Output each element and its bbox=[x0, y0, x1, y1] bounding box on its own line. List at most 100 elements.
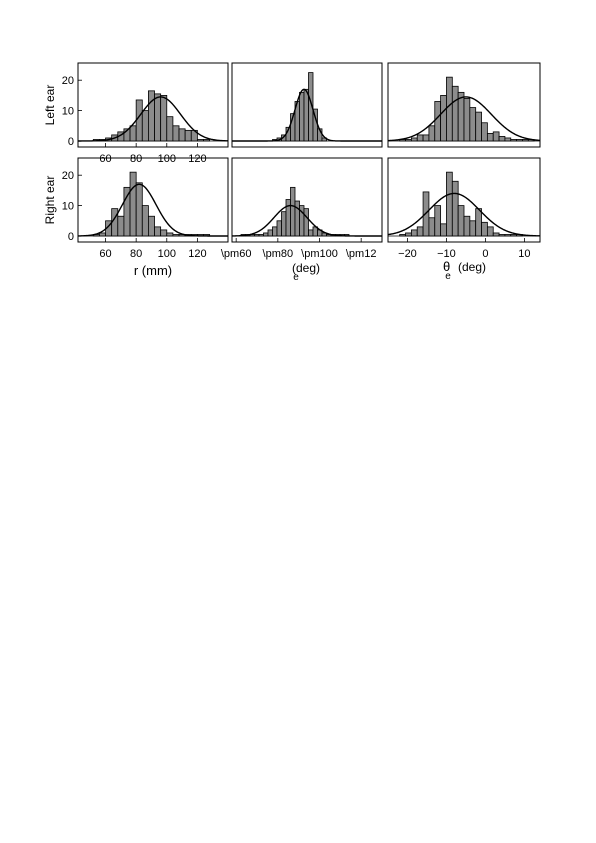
histogram-bar bbox=[148, 215, 155, 237]
histogram-bar bbox=[434, 205, 442, 237]
histogram-bar bbox=[504, 234, 512, 237]
y-tick-label: 0 bbox=[68, 231, 74, 243]
row-label-left-ear: Left ear bbox=[43, 85, 57, 126]
histogram-bar bbox=[440, 223, 447, 237]
histogram-bar bbox=[428, 217, 436, 237]
x-tick-label: \pm60 bbox=[221, 248, 252, 260]
histogram-bar bbox=[510, 234, 518, 237]
histogram-bar bbox=[498, 136, 506, 142]
histogram-bar bbox=[141, 110, 149, 142]
panel-frame bbox=[77, 157, 229, 243]
fit-curve bbox=[232, 88, 382, 142]
histogram-bar bbox=[416, 134, 424, 142]
histogram-bar bbox=[475, 208, 482, 237]
histogram-bar bbox=[117, 215, 125, 237]
histogram-bar bbox=[160, 95, 168, 142]
panel-right-ear-theta: −20 −10 0 10 bbox=[387, 157, 541, 260]
panel-frame bbox=[231, 157, 383, 243]
histogram-bar bbox=[290, 186, 296, 237]
histogram-bar bbox=[148, 90, 155, 142]
panel-left-ear-r: 0 10 20 60 80 100 120 bbox=[62, 62, 229, 165]
histogram-bar bbox=[451, 180, 459, 237]
histogram-bar bbox=[203, 139, 211, 142]
x-tick-label: 120 bbox=[188, 248, 206, 260]
panel-frame bbox=[387, 62, 541, 148]
histogram-bar bbox=[481, 122, 488, 142]
histogram-bar bbox=[272, 226, 278, 237]
x-axis-label-theta-symbol: θ bbox=[443, 259, 450, 274]
histogram-bar bbox=[451, 85, 459, 142]
x-tick-label: 80 bbox=[130, 153, 142, 165]
histogram-bar bbox=[123, 186, 131, 237]
x-axis-label-phi-unit: (deg) bbox=[292, 261, 320, 275]
histogram-bar bbox=[492, 131, 500, 142]
histogram-bar bbox=[263, 232, 269, 237]
histogram-bar bbox=[129, 171, 137, 237]
histogram-bar bbox=[184, 129, 192, 142]
histogram-bar bbox=[258, 234, 264, 237]
panel-right-ear-phi: \pm60 \pm80 \pm100 \pm12 bbox=[221, 157, 383, 260]
histogram-bar bbox=[254, 234, 260, 237]
y-tick-label: 20 bbox=[62, 170, 74, 182]
histogram-bar bbox=[154, 226, 162, 237]
panel-right-ear-r: 0 10 20 60 80 100 120 bbox=[62, 157, 229, 260]
x-tick-label: 10 bbox=[518, 248, 530, 260]
x-tick-label: 100 bbox=[158, 248, 176, 260]
panel-frame bbox=[387, 157, 541, 243]
histogram-bar bbox=[299, 91, 305, 142]
histogram-bar bbox=[475, 111, 482, 142]
histogram-bar bbox=[410, 137, 418, 142]
histogram-bar bbox=[457, 205, 465, 237]
histogram-bar bbox=[166, 116, 174, 142]
fit-curve bbox=[78, 96, 229, 142]
histogram-bar bbox=[504, 137, 512, 142]
fit-curve bbox=[387, 192, 541, 237]
x-tick-label: −20 bbox=[398, 248, 417, 260]
histogram-bar bbox=[135, 99, 143, 142]
histogram-bar bbox=[440, 95, 447, 142]
panel-frame bbox=[231, 62, 383, 148]
x-axis-label-r: r (mm) bbox=[134, 263, 172, 278]
histogram-bar bbox=[281, 211, 287, 237]
histogram-bar bbox=[446, 76, 453, 142]
histogram-bar bbox=[428, 125, 436, 142]
histogram-bar bbox=[416, 226, 424, 237]
x-tick-label: 80 bbox=[130, 248, 142, 260]
histogram-bar bbox=[303, 208, 309, 237]
x-axis-label-phi: (deg) bbox=[292, 261, 320, 275]
x-axis-label-phi-subscript: e bbox=[293, 272, 299, 283]
histogram-bar bbox=[154, 93, 162, 142]
y-tick-label: 20 bbox=[62, 75, 74, 87]
x-tick-label: 120 bbox=[188, 153, 206, 165]
histogram-bar bbox=[469, 107, 477, 142]
fit-curve bbox=[231, 204, 382, 237]
histogram-bar bbox=[422, 134, 430, 142]
histogram-bar bbox=[405, 232, 412, 237]
histogram-bar bbox=[410, 229, 418, 237]
histogram-bar bbox=[196, 139, 204, 142]
histogram-bar bbox=[405, 139, 412, 142]
histogram-bar bbox=[510, 139, 518, 142]
histogram-bar bbox=[308, 229, 314, 237]
histogram-bar bbox=[178, 128, 186, 142]
x-tick-label: 60 bbox=[99, 248, 111, 260]
histogram-bar bbox=[457, 91, 465, 142]
histogram-bar bbox=[469, 220, 477, 237]
histogram-bar bbox=[141, 205, 149, 237]
x-tick-label: \pm12 bbox=[346, 248, 377, 260]
histogram-bar bbox=[492, 232, 500, 237]
histogram-bar bbox=[135, 182, 143, 237]
histogram-bar bbox=[308, 72, 314, 142]
panel-left-ear-phi bbox=[231, 62, 383, 148]
histogram-bar bbox=[463, 215, 471, 237]
fit-curve bbox=[387, 96, 541, 142]
x-tick-label: −10 bbox=[437, 248, 456, 260]
histogram-bar bbox=[172, 125, 180, 142]
x-tick-label: 100 bbox=[158, 153, 176, 165]
fit-curve bbox=[77, 183, 228, 237]
x-tick-label: \pm100 bbox=[301, 248, 338, 260]
histogram-bar bbox=[267, 229, 273, 237]
histogram-bar bbox=[481, 221, 488, 237]
x-axis-label-theta-unit: (deg) bbox=[458, 260, 486, 274]
histogram-bar bbox=[172, 234, 180, 237]
